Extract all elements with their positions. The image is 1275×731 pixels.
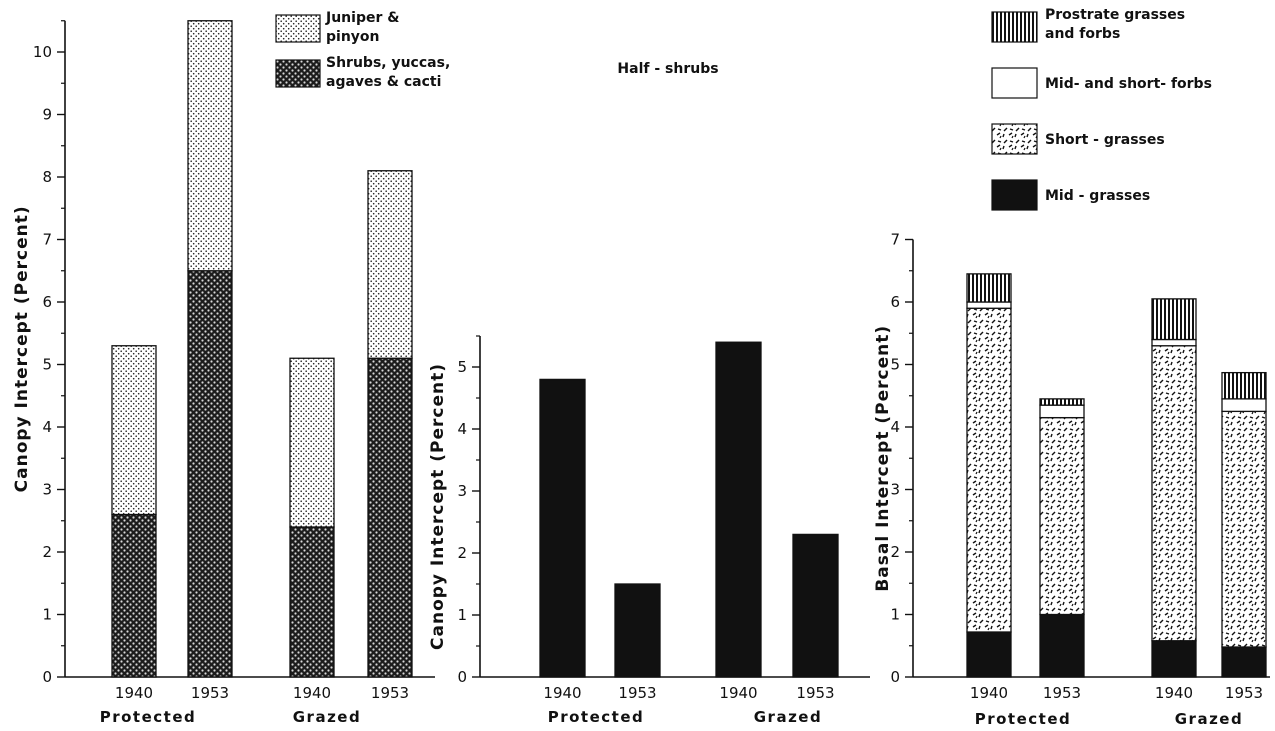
panel3-group: 0 1 2 3 4 5 6 7 Basal Intercept (Percent) 1940 195… bbox=[873, 7, 1270, 728]
legend-label: Short - grasses bbox=[1045, 132, 1165, 148]
bar-value bbox=[792, 533, 839, 678]
y-tick-label: 1 bbox=[457, 606, 467, 624]
y-tick-label: 5 bbox=[42, 356, 52, 374]
bar-short-grasses bbox=[1151, 345, 1197, 642]
y-tick-label: 1 bbox=[42, 606, 52, 624]
group-label: Grazed bbox=[754, 708, 822, 726]
bar-shrubs-yuccas-agaves-cacti bbox=[367, 357, 413, 678]
bar-prostrate-grasses-and-forbs bbox=[1151, 298, 1197, 341]
bar-short-grasses bbox=[1221, 410, 1267, 648]
y-tick-label: 2 bbox=[457, 544, 467, 562]
panel-title: Half - shrubs bbox=[617, 61, 718, 77]
y-tick-label: 7 bbox=[890, 231, 900, 249]
y-tick-label: 3 bbox=[42, 481, 52, 499]
bar-prostrate-grasses-and-forbs bbox=[1039, 398, 1085, 406]
x-tick-label: 1953 bbox=[796, 684, 834, 702]
panel1-group: 0 1 2 3 4 5 6 7 8 9 10 Canopy Intercept (Percent) 19… bbox=[12, 10, 450, 726]
legend-swatch bbox=[991, 123, 1038, 155]
y-axis-title: Canopy Intercept (Percent) bbox=[428, 363, 448, 650]
bar-value bbox=[539, 378, 586, 678]
bar-value bbox=[715, 341, 762, 678]
y-tick-label: 2 bbox=[42, 543, 52, 561]
legend-label: pinyon bbox=[326, 29, 380, 45]
y-tick-label: 6 bbox=[42, 293, 52, 311]
legend-swatch bbox=[991, 11, 1038, 43]
y-tick-label: 9 bbox=[42, 106, 52, 124]
y-tick-label: 5 bbox=[457, 358, 467, 376]
x-tick-label: 1940 bbox=[970, 684, 1008, 702]
x-tick-label: 1953 bbox=[1043, 684, 1081, 702]
y-tick-label: 4 bbox=[890, 418, 900, 436]
x-tick-label: 1953 bbox=[1225, 684, 1263, 702]
bar-prostrate-grasses-and-forbs bbox=[1221, 371, 1267, 400]
y-tick-label: 2 bbox=[890, 543, 900, 561]
legend-label: and forbs bbox=[1045, 26, 1120, 42]
y-tick-label: 4 bbox=[457, 420, 467, 438]
x-tick-label: 1953 bbox=[618, 684, 656, 702]
bar-shrubs-yuccas-agaves-cacti bbox=[111, 513, 157, 678]
group-label: Grazed bbox=[293, 708, 361, 726]
bar-mid-and-short-forbs bbox=[1221, 398, 1267, 413]
bar-short-grasses bbox=[1039, 416, 1085, 616]
bar-juniper-pinyon bbox=[289, 357, 335, 528]
legend-label: Prostrate grasses bbox=[1045, 7, 1185, 23]
bar-mid-grasses bbox=[966, 631, 1012, 678]
bar-short-grasses bbox=[966, 307, 1012, 633]
bar-prostrate-grasses-and-forbs bbox=[966, 273, 1012, 303]
bar-juniper-pinyon bbox=[187, 20, 233, 272]
bar-shrubs-yuccas-agaves-cacti bbox=[289, 526, 335, 678]
y-tick-label: 3 bbox=[890, 481, 900, 499]
y-tick-label: 10 bbox=[33, 43, 52, 61]
y-tick-label: 3 bbox=[457, 482, 467, 500]
y-axis-title: Basal Intercept (Percent) bbox=[873, 325, 893, 592]
y-tick-label: 4 bbox=[42, 418, 52, 436]
legend-swatch bbox=[991, 67, 1038, 99]
y-tick-label: 1 bbox=[890, 606, 900, 624]
bar-value bbox=[614, 583, 661, 678]
x-tick-label: 1940 bbox=[115, 684, 153, 702]
y-tick-label: 0 bbox=[457, 668, 467, 686]
legend-label: agaves & cacti bbox=[326, 74, 441, 90]
bar-mid-grasses bbox=[1151, 640, 1197, 678]
y-tick-label: 0 bbox=[42, 668, 52, 686]
legend-label: Mid- and short- forbs bbox=[1045, 76, 1212, 92]
legend-swatch bbox=[991, 179, 1038, 211]
legend-swatch bbox=[275, 59, 321, 88]
legend-swatch bbox=[275, 14, 321, 43]
group-label: Protected bbox=[975, 710, 1072, 728]
panel2-group: 0 1 2 3 4 5 Canopy Intercept (Percent) 1940 1953… bbox=[428, 61, 870, 726]
bar-shrubs-yuccas-agaves-cacti bbox=[187, 270, 233, 678]
group-label: Protected bbox=[548, 708, 645, 726]
bar-mid-grasses bbox=[1221, 646, 1267, 678]
x-tick-label: 1953 bbox=[191, 684, 229, 702]
y-tick-label: 7 bbox=[42, 231, 52, 249]
legend-label: Juniper & bbox=[325, 10, 399, 26]
group-label: Protected bbox=[100, 708, 197, 726]
x-tick-label: 1940 bbox=[1155, 684, 1193, 702]
x-tick-label: 1940 bbox=[719, 684, 757, 702]
legend-label: Shrubs, yuccas, bbox=[326, 55, 450, 71]
x-tick-label: 1940 bbox=[543, 684, 581, 702]
bar-mid-and-short-forbs bbox=[1039, 404, 1085, 419]
y-tick-label: 6 bbox=[890, 293, 900, 311]
group-label: Grazed bbox=[1175, 710, 1243, 728]
x-tick-label: 1953 bbox=[371, 684, 409, 702]
y-axis-title: Canopy Intercept (Percent) bbox=[12, 205, 32, 492]
bar-mid-and-short-forbs bbox=[1151, 338, 1197, 347]
x-tick-label: 1940 bbox=[293, 684, 331, 702]
bar-mid-grasses bbox=[1039, 613, 1085, 678]
bar-juniper-pinyon bbox=[367, 170, 413, 359]
bar-mid-and-short-forbs bbox=[966, 301, 1012, 309]
bar-juniper-pinyon bbox=[111, 345, 157, 516]
y-tick-label: 8 bbox=[42, 168, 52, 186]
y-tick-label: 0 bbox=[890, 668, 900, 686]
y-tick-label: 5 bbox=[890, 356, 900, 374]
legend-label: Mid - grasses bbox=[1045, 188, 1150, 204]
